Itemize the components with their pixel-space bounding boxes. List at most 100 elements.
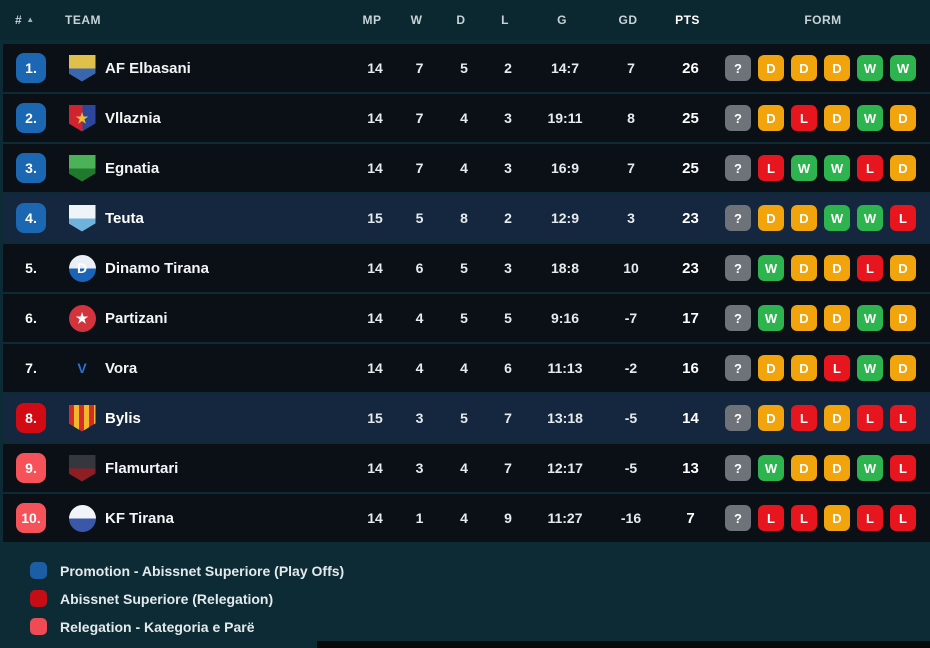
form-result-badge[interactable]: D (890, 355, 916, 381)
header-form[interactable]: FORM (716, 13, 930, 27)
form-result-badge[interactable]: W (824, 205, 850, 231)
table-row[interactable]: 5. D Dinamo Tirana 14 6 5 3 18:8 10 23 ?… (3, 244, 930, 292)
team-name[interactable]: AF Elbasani (105, 59, 191, 77)
draws-value: 4 (460, 360, 468, 376)
form-result-badge[interactable]: D (890, 305, 916, 331)
form-result-badge[interactable]: L (890, 505, 916, 531)
form-result-badge[interactable]: L (758, 505, 784, 531)
form-result-badge[interactable]: D (758, 405, 784, 431)
draws-value: 8 (460, 210, 468, 226)
position-badge: 8. (16, 403, 46, 433)
form-upcoming-badge[interactable]: ? (725, 305, 751, 331)
form-result-badge[interactable]: L (857, 255, 883, 281)
header-losses[interactable]: L (483, 13, 527, 27)
table-row[interactable]: 10. KF Tirana 14 1 4 9 11:27 -16 7 ? L L D L… (3, 494, 930, 542)
table-row[interactable]: 3. Egnatia 14 7 4 3 16:9 7 25 ? L W W L D (3, 144, 930, 192)
team-name[interactable]: Vllaznia (105, 109, 161, 127)
team-name[interactable]: Dinamo Tirana (105, 259, 209, 277)
header-wins[interactable]: W (394, 13, 439, 27)
goals-value: 12:9 (550, 210, 580, 226)
form-result-badge[interactable]: W (857, 205, 883, 231)
header-team[interactable]: TEAM (56, 13, 350, 27)
form-result-badge[interactable]: L (857, 155, 883, 181)
form-result-badge[interactable]: L (758, 155, 784, 181)
header-points[interactable]: PTS (659, 13, 716, 27)
header-draws[interactable]: D (439, 13, 483, 27)
form-upcoming-badge[interactable]: ? (725, 205, 751, 231)
form-result-badge[interactable]: D (791, 205, 817, 231)
team-name[interactable]: Flamurtari (105, 459, 179, 477)
form-result-badge[interactable]: L (791, 405, 817, 431)
form-upcoming-badge[interactable]: ? (725, 155, 751, 181)
form-result-badge[interactable]: D (758, 355, 784, 381)
form-result-badge[interactable]: D (890, 255, 916, 281)
team-name[interactable]: Egnatia (105, 159, 160, 177)
table-row[interactable]: 9. Flamurtari 14 3 4 7 12:17 -5 13 ? W D D W… (3, 444, 930, 492)
team-name[interactable]: Bylis (105, 409, 141, 427)
form-result-badge[interactable]: D (824, 55, 850, 81)
form-result-badge[interactable]: D (824, 405, 850, 431)
header-position[interactable]: # ▲ (0, 13, 56, 27)
form-result-badge[interactable]: L (857, 505, 883, 531)
header-goal-diff[interactable]: GD (597, 13, 659, 27)
goals-value: 14:7 (550, 60, 580, 76)
form-result-badge[interactable]: W (758, 305, 784, 331)
table-row[interactable]: 2. ★ Vllaznia 14 7 4 3 19:11 8 25 ? D L D W D (3, 94, 930, 142)
form-result-badge[interactable]: W (890, 55, 916, 81)
table-row[interactable]: 8. Bylis 15 3 5 7 13:18 -5 14 ? D L D L L (3, 394, 930, 442)
team-name[interactable]: Partizani (105, 309, 168, 327)
form-result-badge[interactable]: W (857, 55, 883, 81)
form-upcoming-badge[interactable]: ? (725, 505, 751, 531)
table-row[interactable]: 6. ★ Partizani 14 4 5 5 9:16 -7 17 ? W D D W… (3, 294, 930, 342)
form-result-badge[interactable]: W (824, 155, 850, 181)
position-cell: 2. (3, 103, 59, 133)
form-upcoming-badge[interactable]: ? (725, 55, 751, 81)
form-upcoming-badge[interactable]: ? (725, 455, 751, 481)
form-result-badge[interactable]: L (890, 405, 916, 431)
team-name[interactable]: Vora (105, 359, 138, 377)
goals-value: 12:17 (547, 460, 583, 476)
form-result-badge[interactable]: L (890, 455, 916, 481)
form-result-badge[interactable]: W (758, 455, 784, 481)
form-result-badge[interactable]: D (758, 205, 784, 231)
form-result-badge[interactable]: D (890, 155, 916, 181)
losses-value: 3 (504, 160, 512, 176)
form-result-badge[interactable]: D (791, 255, 817, 281)
form-upcoming-badge[interactable]: ? (725, 105, 751, 131)
form-result-badge[interactable]: W (857, 455, 883, 481)
form-result-badge[interactable]: D (824, 455, 850, 481)
form-result-badge[interactable]: W (791, 155, 817, 181)
form-result-badge[interactable]: L (890, 205, 916, 231)
form-result-badge[interactable]: W (758, 255, 784, 281)
table-row[interactable]: 1. AF Elbasani 14 7 5 2 14:7 7 26 ? D D D W W (3, 44, 930, 92)
table-row[interactable]: 4. Teuta 15 5 8 2 12:9 3 23 ? D D W W L (3, 194, 930, 242)
form-upcoming-badge[interactable]: ? (725, 405, 751, 431)
form-result-badge[interactable]: L (791, 105, 817, 131)
table-row[interactable]: 7. V Vora 14 4 4 6 11:13 -2 16 ? D D L W D (3, 344, 930, 392)
form-result-badge[interactable]: D (824, 105, 850, 131)
form-result-badge[interactable]: D (791, 305, 817, 331)
form-result-badge[interactable]: D (758, 105, 784, 131)
form-result-badge[interactable]: L (791, 505, 817, 531)
form-result-badge[interactable]: W (857, 355, 883, 381)
form-result-badge[interactable]: D (791, 455, 817, 481)
form-result-badge[interactable]: D (791, 55, 817, 81)
team-name[interactable]: Teuta (105, 209, 144, 227)
header-mp[interactable]: MP (350, 13, 394, 27)
form-result-badge[interactable]: D (890, 105, 916, 131)
form-upcoming-badge[interactable]: ? (725, 255, 751, 281)
form-result-badge[interactable]: D (824, 305, 850, 331)
team-name[interactable]: KF Tirana (105, 509, 174, 527)
header-goals[interactable]: G (527, 13, 597, 27)
form-result-badge[interactable]: D (824, 505, 850, 531)
form-result-badge[interactable]: D (791, 355, 817, 381)
form-result-badge[interactable]: L (824, 355, 850, 381)
form-result-badge[interactable]: D (824, 255, 850, 281)
team-logo: V (77, 360, 87, 376)
form-result-badge[interactable]: D (758, 55, 784, 81)
form-upcoming-badge[interactable]: ? (725, 355, 751, 381)
form-result-badge[interactable]: L (857, 405, 883, 431)
form-result-badge[interactable]: W (857, 305, 883, 331)
form-result-badge[interactable]: W (857, 105, 883, 131)
team-logo-cell (59, 54, 105, 82)
